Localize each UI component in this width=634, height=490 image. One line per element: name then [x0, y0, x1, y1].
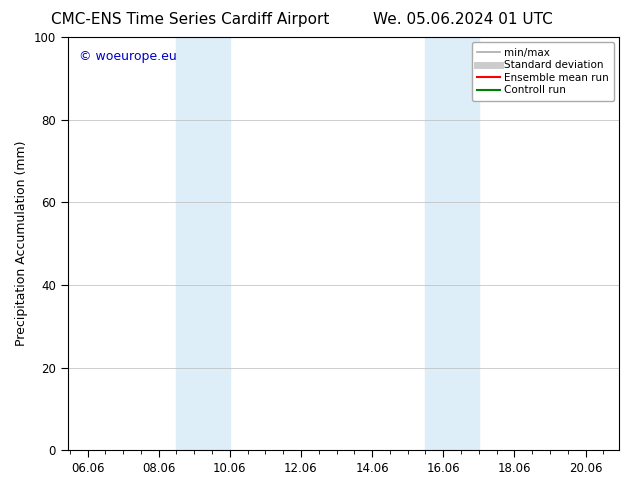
Y-axis label: Precipitation Accumulation (mm): Precipitation Accumulation (mm) [15, 141, 28, 346]
Bar [425, 37, 479, 450]
Text: © woeurope.eu: © woeurope.eu [79, 49, 176, 63]
Text: CMC-ENS Time Series Cardiff Airport: CMC-ENS Time Series Cardiff Airport [51, 12, 330, 27]
Text: We. 05.06.2024 01 UTC: We. 05.06.2024 01 UTC [373, 12, 553, 27]
Legend: min/max, Standard deviation, Ensemble mean run, Controll run: min/max, Standard deviation, Ensemble me… [472, 42, 614, 100]
Bar [176, 37, 230, 450]
